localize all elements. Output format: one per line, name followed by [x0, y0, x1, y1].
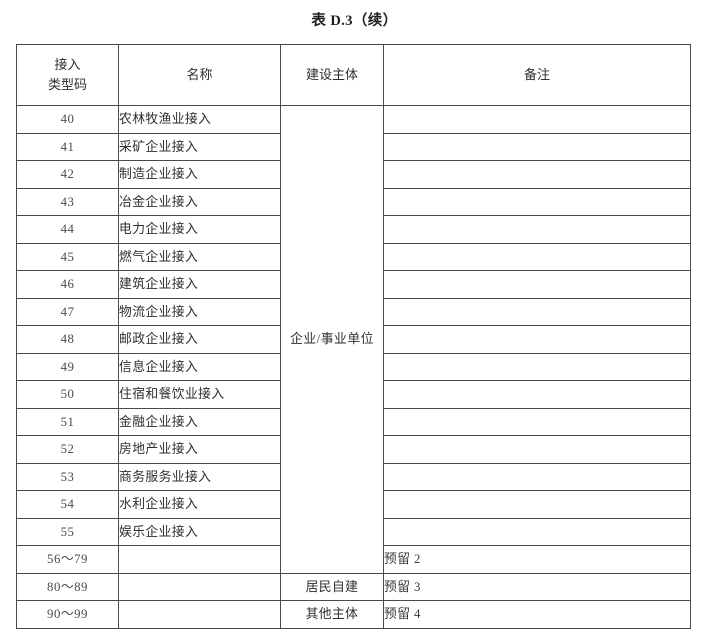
table-header-row: 接入 类型码 名称 建设主体 备注	[16, 44, 691, 106]
table-row: 48 邮政企业接入	[16, 325, 691, 354]
table-header: 接入 类型码 名称 建设主体 备注	[16, 44, 691, 106]
cell-note	[383, 215, 691, 244]
table-row: 52 房地产业接入	[16, 435, 691, 464]
page-title: 表 D.3（续）	[311, 13, 398, 29]
access-type-table: 接入 类型码 名称 建设主体 备注 40 农林牧渔业接入 企业/事业单位 41 采矿企业…	[16, 44, 691, 629]
cell-note	[383, 105, 691, 134]
cell-access-type-code: 44	[16, 215, 119, 244]
cell-access-type-code: 90～99	[16, 600, 119, 629]
table-row: 53 商务服务业接入	[16, 462, 691, 491]
cell-actor: 其他主体	[280, 600, 384, 629]
cell-note	[383, 160, 691, 189]
cell-note	[383, 325, 691, 354]
cell-note	[383, 462, 691, 491]
cell-access-type-code: 51	[16, 407, 119, 436]
cell-access-type-code: 50	[16, 380, 119, 409]
table-row: 42 制造企业接入	[16, 160, 691, 189]
column-header-note: 备注	[383, 44, 691, 106]
cell-name: 水利企业接入	[118, 490, 281, 519]
cell-note	[383, 297, 691, 326]
table-row: 80～89 居民自建 预留 3	[16, 572, 691, 601]
cell-actor: 居民自建	[280, 572, 384, 601]
cell-name: 房地产业接入	[118, 435, 281, 464]
cell-access-type-code: 41	[16, 132, 119, 161]
table-row: 55 娱乐企业接入	[16, 517, 691, 546]
cell-note	[383, 352, 691, 381]
cell-name: 娱乐企业接入	[118, 517, 281, 546]
cell-name: 燃气企业接入	[118, 242, 281, 271]
cell-name: 金融企业接入	[118, 407, 281, 436]
cell-name: 信息企业接入	[118, 352, 281, 381]
table-row: 44 电力企业接入	[16, 215, 691, 244]
cell-note	[383, 380, 691, 409]
cell-name: 邮政企业接入	[118, 325, 281, 354]
cell-access-type-code: 49	[16, 352, 119, 381]
cell-actor-merged: 企业/事业单位	[280, 105, 384, 574]
cell-access-type-code: 52	[16, 435, 119, 464]
cell-note	[383, 490, 691, 519]
cell-access-type-code: 80～89	[16, 572, 119, 601]
cell-name: 住宿和餐饮业接入	[118, 380, 281, 409]
cell-note: 预留 4	[383, 600, 691, 629]
table-row: 56～79 预留 2	[16, 545, 691, 574]
cell-name	[118, 545, 281, 574]
cell-note	[383, 270, 691, 299]
table-container: 接入 类型码 名称 建设主体 备注 40 农林牧渔业接入 企业/事业单位 41 采矿企业…	[16, 44, 691, 629]
column-header-code-line1: 接入	[54, 56, 81, 72]
table-row: 90～99 其他主体 预留 4	[16, 600, 691, 629]
cell-access-type-code: 40	[16, 105, 119, 134]
cell-access-type-code: 48	[16, 325, 119, 354]
cell-access-type-code: 56～79	[16, 545, 119, 574]
cell-name	[118, 572, 281, 601]
cell-note	[383, 187, 691, 216]
cell-name: 制造企业接入	[118, 160, 281, 189]
cell-access-type-code: 54	[16, 490, 119, 519]
column-header-actor: 建设主体	[280, 44, 384, 106]
cell-note	[383, 242, 691, 271]
cell-name: 采矿企业接入	[118, 132, 281, 161]
cell-name: 冶金企业接入	[118, 187, 281, 216]
cell-access-type-code: 53	[16, 462, 119, 491]
cell-note	[383, 132, 691, 161]
table-row: 41 采矿企业接入	[16, 132, 691, 161]
cell-note: 预留 2	[383, 545, 691, 574]
column-header-code: 接入 类型码	[16, 44, 119, 106]
cell-access-type-code: 45	[16, 242, 119, 271]
table-row: 51 金融企业接入	[16, 407, 691, 436]
cell-name: 建筑企业接入	[118, 270, 281, 299]
table-row: 47 物流企业接入	[16, 297, 691, 326]
cell-name: 农林牧渔业接入	[118, 105, 281, 134]
column-header-name-label: 名称	[186, 66, 213, 82]
cell-access-type-code: 55	[16, 517, 119, 546]
table-row: 50 住宿和餐饮业接入	[16, 380, 691, 409]
cell-note: 预留 3	[383, 572, 691, 601]
table-row: 43 冶金企业接入	[16, 187, 691, 216]
cell-note	[383, 517, 691, 546]
column-header-note-label: 备注	[523, 66, 550, 82]
cell-name: 物流企业接入	[118, 297, 281, 326]
cell-name	[118, 600, 281, 629]
cell-name: 商务服务业接入	[118, 462, 281, 491]
column-header-actor-label: 建设主体	[305, 66, 358, 82]
cell-note	[383, 435, 691, 464]
table-body: 40 农林牧渔业接入 企业/事业单位 41 采矿企业接入 42 制造企业接入 43 冶金企业接入…	[16, 105, 691, 629]
cell-name: 电力企业接入	[118, 215, 281, 244]
cell-access-type-code: 46	[16, 270, 119, 299]
table-row: 40 农林牧渔业接入 企业/事业单位	[16, 105, 691, 574]
cell-note	[383, 407, 691, 436]
column-header-name: 名称	[118, 44, 281, 106]
table-row: 54 水利企业接入	[16, 490, 691, 519]
column-header-code-line2: 类型码	[47, 77, 87, 92]
cell-access-type-code: 47	[16, 297, 119, 326]
cell-access-type-code: 42	[16, 160, 119, 189]
cell-access-type-code: 43	[16, 187, 119, 216]
